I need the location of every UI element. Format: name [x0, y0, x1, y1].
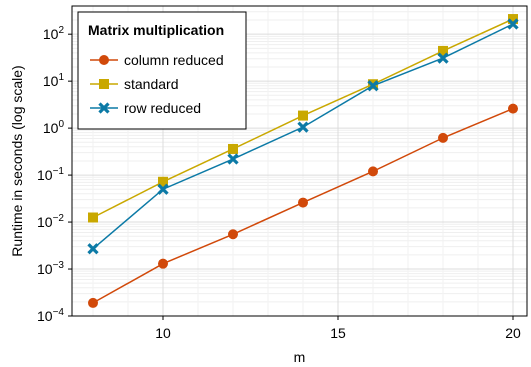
data-point [227, 153, 239, 165]
legend-box [77, 11, 247, 130]
x-tick-label: 15 [330, 325, 346, 341]
y-tick-label: 10−3 [37, 260, 64, 277]
data-point [88, 212, 98, 223]
data-point [438, 45, 448, 56]
legend-label: row reduced [124, 100, 201, 116]
series-lines [87, 14, 519, 308]
data-point [508, 103, 518, 114]
y-axis-title: Runtime in seconds (log scale) [9, 65, 25, 256]
x-tick-label: 10 [155, 325, 171, 341]
data-point [438, 132, 448, 143]
data-point [297, 121, 309, 133]
plot-area-frame [71, 5, 528, 317]
data-point [157, 183, 169, 195]
data-point [298, 197, 308, 208]
data-point [298, 110, 308, 121]
data-point [507, 18, 519, 30]
data-point [228, 143, 238, 154]
data-point [367, 80, 379, 92]
y-tick-label: 10−4 [37, 307, 64, 324]
legend-title: Matrix multiplication [88, 22, 224, 38]
legend-marker [99, 55, 109, 65]
data-point [88, 297, 98, 308]
series-column-reduced [88, 103, 518, 308]
series-row-reduced [87, 18, 519, 255]
legend-label: standard [124, 76, 178, 92]
data-point [87, 243, 99, 255]
data-point [158, 258, 168, 269]
legend-marker [99, 79, 109, 89]
y-tick-label: 100 [43, 119, 65, 136]
y-tick-label: 10−2 [37, 213, 64, 230]
x-tick-label: 20 [505, 325, 521, 341]
data-point [158, 176, 168, 187]
y-tick-label: 102 [43, 25, 65, 42]
data-point [228, 229, 238, 240]
legend-label: column reduced [124, 52, 224, 68]
legend-marker [98, 102, 110, 114]
y-tick-label: 10−1 [37, 166, 64, 183]
x-axis-title: m [294, 349, 306, 365]
data-point [368, 166, 378, 177]
legend-item: standard [90, 76, 178, 92]
data-point [437, 52, 449, 64]
legend: Matrix multiplication column reduced stan… [77, 11, 247, 130]
axis-ticks: 10−4 10−3 10−2 10−1 100 101 102 10 15 20 [37, 25, 521, 341]
legend-item: row reduced [90, 100, 201, 116]
data-point [508, 14, 518, 25]
legend-item: column reduced [90, 52, 224, 68]
y-tick-label: 101 [43, 72, 65, 89]
